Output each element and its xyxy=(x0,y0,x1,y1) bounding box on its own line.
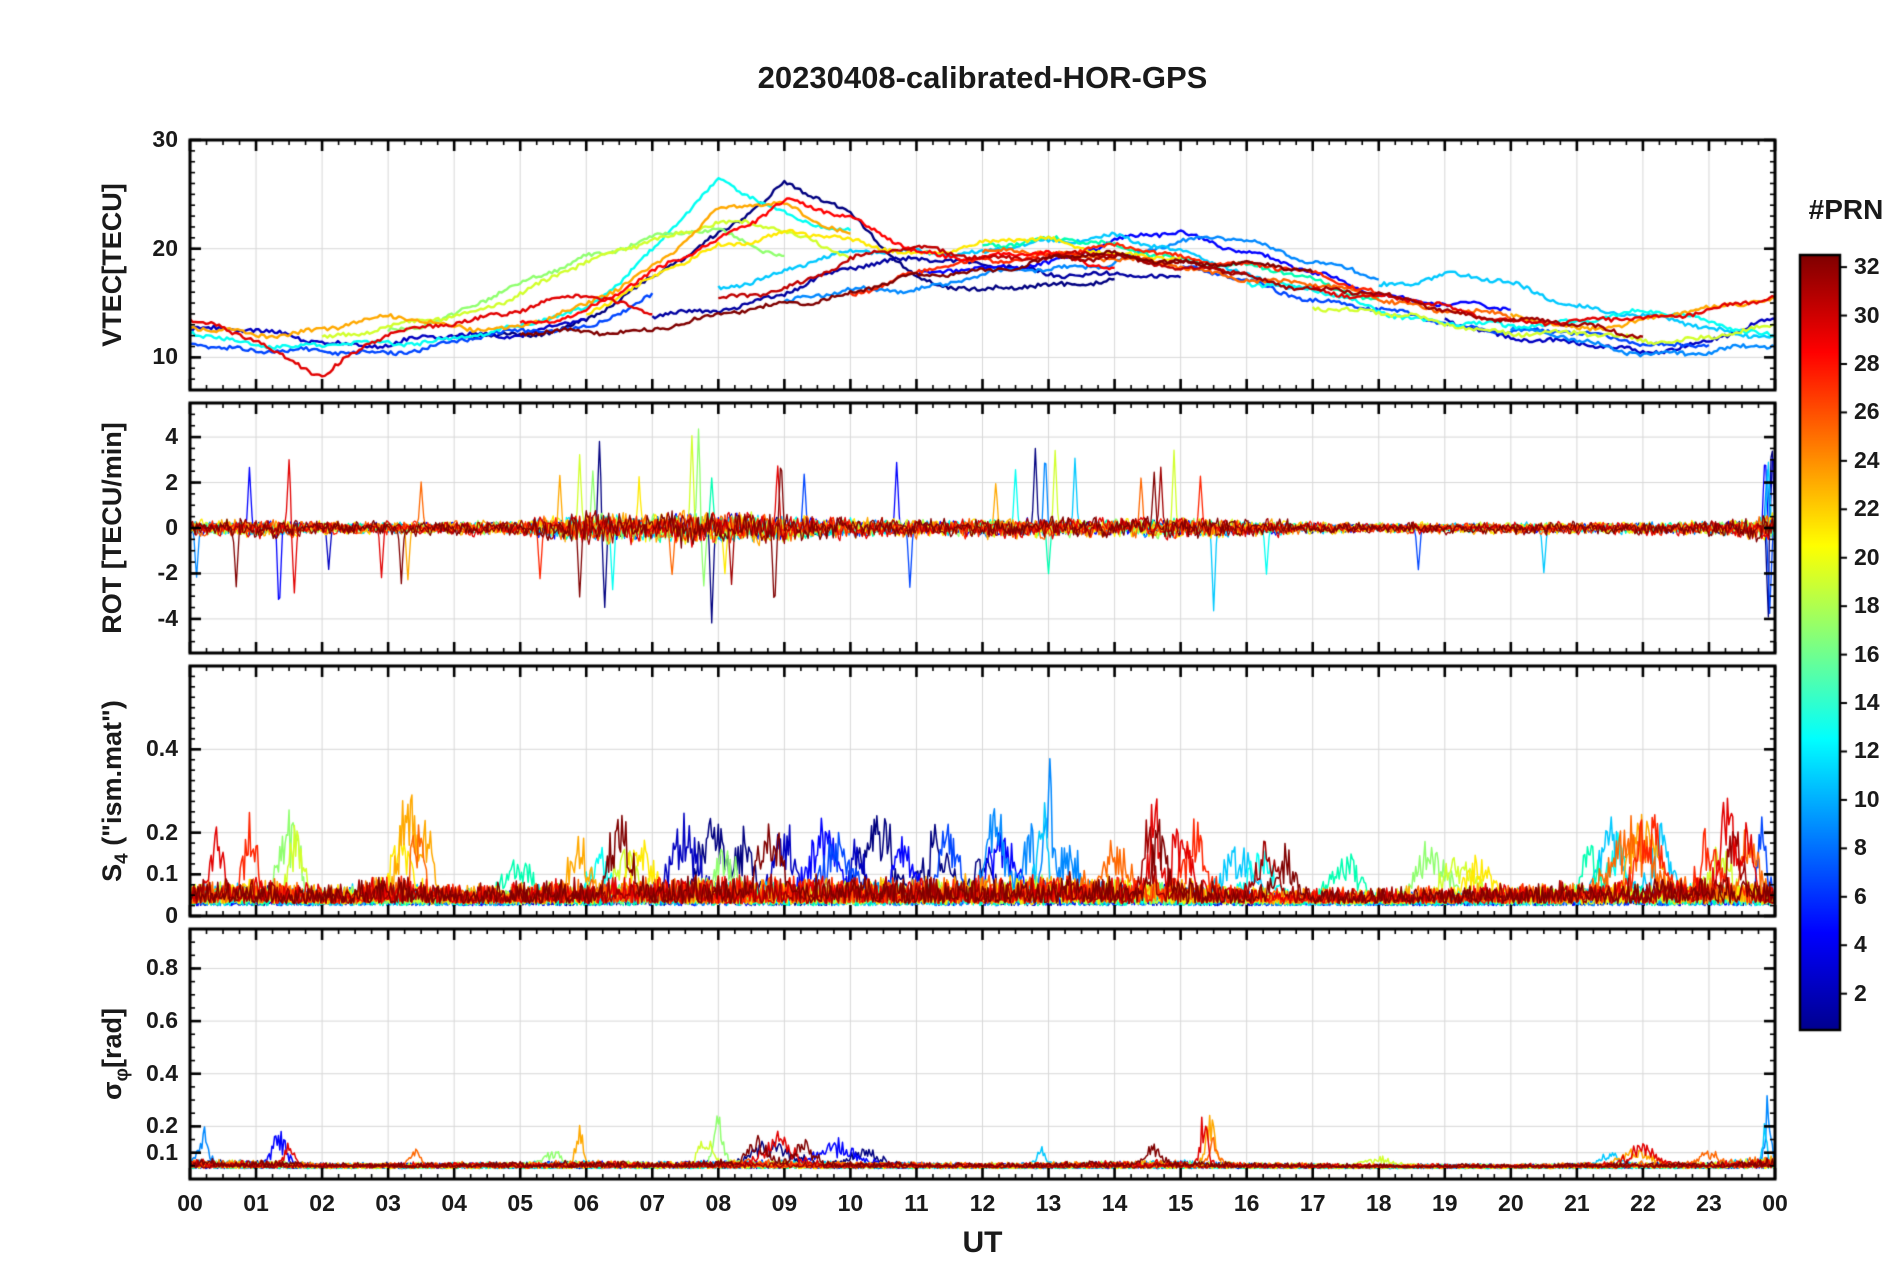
x-tick-label: 10 xyxy=(837,1190,864,1216)
y-tick-label: 20 xyxy=(152,234,178,261)
x-tick-label: 16 xyxy=(1233,1190,1260,1216)
x-tick-label: 06 xyxy=(573,1190,600,1216)
colorbar-tick-label: 18 xyxy=(1854,592,1880,619)
y-tick-label: 0.4 xyxy=(146,1059,178,1086)
y-tick-label: 10 xyxy=(152,343,178,370)
x-tick-label: 22 xyxy=(1630,1190,1656,1216)
colorbar-tick-label: 8 xyxy=(1854,834,1867,861)
x-tick-label: 09 xyxy=(771,1190,798,1216)
y-tick-label: 4 xyxy=(165,423,178,450)
x-tick-label: 01 xyxy=(243,1190,269,1216)
y-tick-label: 30 xyxy=(152,126,178,152)
y-tick-label: 0 xyxy=(165,514,178,540)
x-tick-label: 11 xyxy=(904,1190,929,1216)
y-tick-label: -4 xyxy=(157,604,178,631)
x-tick-label: 18 xyxy=(1365,1190,1392,1216)
x-tick-label: 03 xyxy=(375,1190,401,1216)
x-tick-label: 20 xyxy=(1498,1190,1524,1216)
colorbar-tick-label: 2 xyxy=(1854,979,1867,1006)
colorbar-tick-label: 20 xyxy=(1854,543,1880,570)
colorbar-tick-label: 10 xyxy=(1854,785,1880,812)
colorbar-tick-label: 4 xyxy=(1854,931,1867,958)
colorbar-tick-label: 16 xyxy=(1854,640,1880,667)
colorbar-tick-label: 30 xyxy=(1854,301,1880,328)
x-tick-label: 12 xyxy=(969,1190,996,1216)
y-tick-label: 0.1 xyxy=(146,860,178,887)
colorbar-label: #PRN xyxy=(1808,194,1884,225)
y-tick-label: 0 xyxy=(165,902,178,928)
chart-title: 20230408-calibrated-HOR-GPS xyxy=(757,60,1208,95)
y-tick-label: 0.2 xyxy=(146,818,178,845)
x-tick-label: 07 xyxy=(639,1190,666,1216)
x-tick-label: 00 xyxy=(1762,1190,1788,1216)
x-tick-label: 05 xyxy=(507,1190,533,1216)
y-tick-label: -2 xyxy=(157,559,178,586)
y-tick-label: 0.2 xyxy=(146,1112,178,1139)
y-tick-label: 0.1 xyxy=(146,1138,178,1165)
x-tick-label: 15 xyxy=(1167,1190,1194,1216)
x-tick-label: 17 xyxy=(1299,1190,1326,1216)
colorbar-tick-label: 14 xyxy=(1854,689,1880,716)
colorbar-tick-label: 32 xyxy=(1854,253,1880,280)
x-tick-label: 14 xyxy=(1101,1190,1128,1216)
colorbar-tick-label: 12 xyxy=(1854,737,1880,764)
x-tick-label: 00 xyxy=(177,1190,203,1216)
x-tick-label: 23 xyxy=(1696,1190,1722,1216)
x-tick-label: 21 xyxy=(1564,1190,1590,1216)
x-tick-label: 19 xyxy=(1431,1190,1458,1216)
colorbar-tick-label: 6 xyxy=(1854,882,1867,909)
x-axis-label: UT xyxy=(962,1226,1003,1259)
y-tick-label: 0.6 xyxy=(146,1007,178,1034)
x-tick-label: 13 xyxy=(1035,1190,1062,1216)
colorbar-tick-label: 24 xyxy=(1854,446,1880,473)
y-tick-label: 2 xyxy=(165,468,178,495)
colorbar-tick-label: 28 xyxy=(1854,349,1880,376)
x-tick-label: 04 xyxy=(441,1190,467,1216)
x-tick-label: 02 xyxy=(309,1190,335,1216)
y-tick-label: 0.8 xyxy=(146,954,178,981)
x-tick-label: 08 xyxy=(705,1190,732,1216)
colorbar-tick-label: 22 xyxy=(1854,495,1880,522)
y-tick-label: 0.4 xyxy=(146,735,178,762)
colorbar-tick-label: 26 xyxy=(1854,398,1880,425)
